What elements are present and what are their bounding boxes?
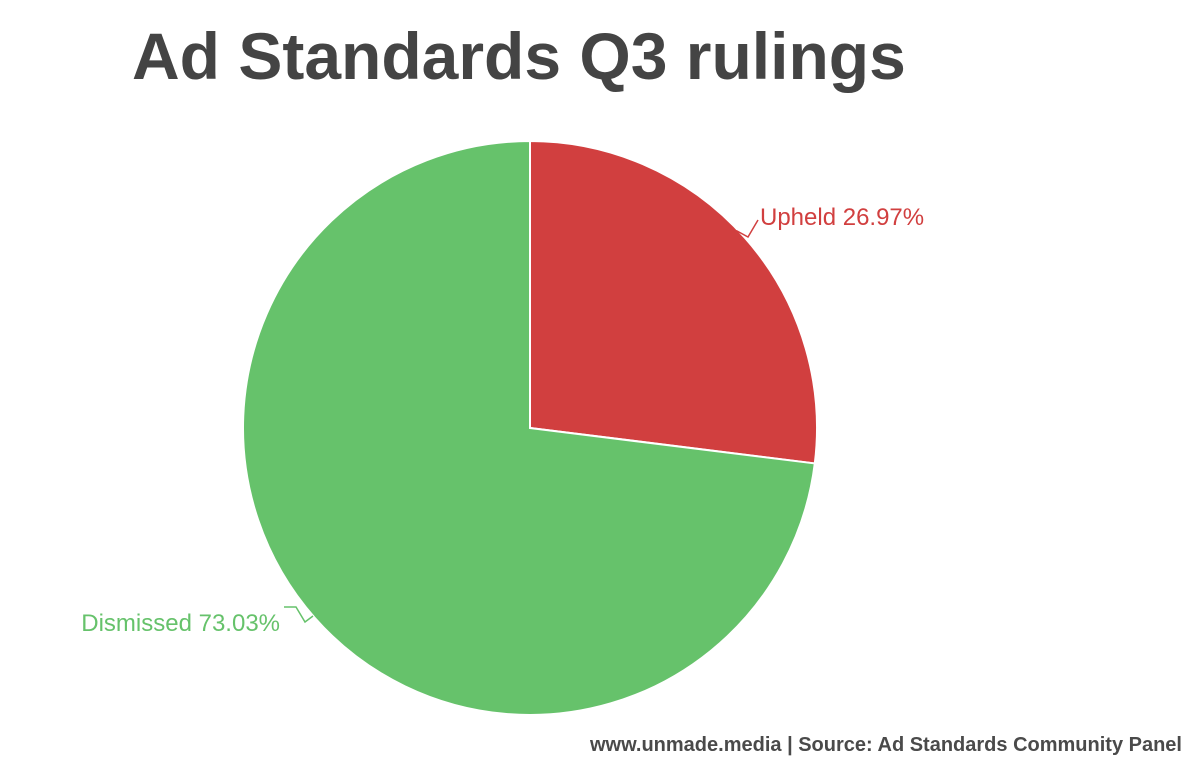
slice-label-dismissed: Dismissed 73.03% (81, 610, 280, 637)
source-credit: www.unmade.media | Source: Ad Standards … (589, 734, 1182, 756)
leader-line-dismissed (284, 606, 314, 624)
chart-title: Ad Standards Q3 rulings (132, 19, 906, 93)
leader-line-upheld (735, 219, 759, 239)
pie-slice-dismissed (242, 139, 816, 716)
pie-slice-upheld (529, 139, 818, 465)
slice-label-upheld: Upheld 26.97% (760, 204, 924, 231)
